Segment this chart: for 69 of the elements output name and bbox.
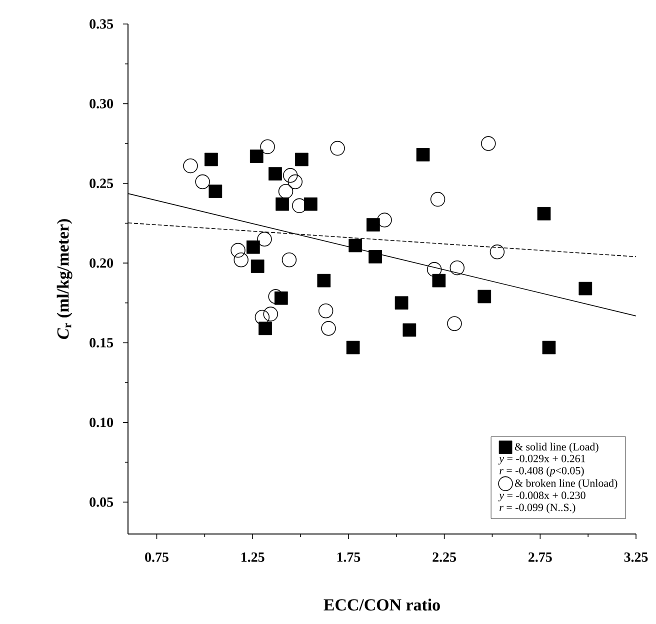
x-tick-label: 2.25 xyxy=(432,552,456,562)
point xyxy=(278,184,294,199)
point xyxy=(430,192,446,207)
x-tick-label: 0.75 xyxy=(145,552,168,562)
point xyxy=(432,274,446,288)
point xyxy=(304,197,318,211)
point xyxy=(282,252,297,268)
point xyxy=(377,212,392,228)
y-tick-label: 0.25 xyxy=(90,178,114,188)
point xyxy=(490,244,505,260)
annotation: r = -0.099 (N..S.) xyxy=(500,503,576,514)
y-tick-label: 0.15 xyxy=(90,338,114,348)
y-axis-title: C$_{r}$ (ml/kg/meter) xyxy=(56,219,72,339)
point xyxy=(426,262,442,277)
point xyxy=(246,240,260,254)
x-tick-label: 3.25 xyxy=(624,552,648,562)
y-tick-label: 0.20 xyxy=(90,258,113,268)
point xyxy=(368,250,382,264)
point xyxy=(366,218,380,232)
x-tick-label: 2.75 xyxy=(528,552,552,562)
point xyxy=(537,206,551,220)
point xyxy=(276,197,289,211)
point xyxy=(478,290,492,304)
point xyxy=(318,304,334,318)
point xyxy=(346,340,360,354)
point xyxy=(263,306,278,322)
point xyxy=(274,291,288,305)
point xyxy=(250,150,264,163)
annotation: r = -0.408 (p<0.05) xyxy=(500,466,584,477)
x-tick-label: 1.75 xyxy=(337,552,360,562)
point xyxy=(317,274,331,288)
point xyxy=(195,174,210,190)
point xyxy=(402,323,416,337)
point xyxy=(542,340,556,354)
annotation: y = -0.008x + 0.230 xyxy=(498,492,586,502)
point xyxy=(481,136,496,151)
point xyxy=(204,152,218,166)
y-tick-label: 0.10 xyxy=(90,418,113,428)
point xyxy=(321,321,336,336)
point xyxy=(268,167,282,180)
point xyxy=(416,148,430,162)
point xyxy=(254,310,270,325)
point xyxy=(183,158,198,174)
point xyxy=(292,198,307,214)
annotation: y = -0.029x + 0.261 xyxy=(498,454,586,464)
point xyxy=(268,289,283,304)
x-axis-title: ECC/CON ratio xyxy=(324,598,440,611)
point xyxy=(578,282,592,296)
point xyxy=(250,260,264,273)
y-tick-label: 0.30 xyxy=(90,98,113,108)
point xyxy=(258,322,272,336)
y-tick-label: 0.35 xyxy=(90,19,114,29)
point xyxy=(208,184,222,198)
point xyxy=(257,232,272,247)
legend-label: & broken line (Unload) xyxy=(514,479,618,490)
legend-label: & solid line (Load) xyxy=(514,442,598,453)
point xyxy=(394,296,408,310)
x-tick-label: 1.25 xyxy=(242,552,264,562)
point xyxy=(295,152,308,166)
point xyxy=(260,139,275,154)
point xyxy=(234,252,248,268)
point xyxy=(450,260,465,276)
point xyxy=(230,242,246,258)
point xyxy=(447,316,462,331)
point xyxy=(288,174,303,190)
point xyxy=(348,238,362,252)
point xyxy=(330,140,345,156)
y-tick-label: 0.05 xyxy=(90,497,114,507)
point xyxy=(283,168,298,183)
